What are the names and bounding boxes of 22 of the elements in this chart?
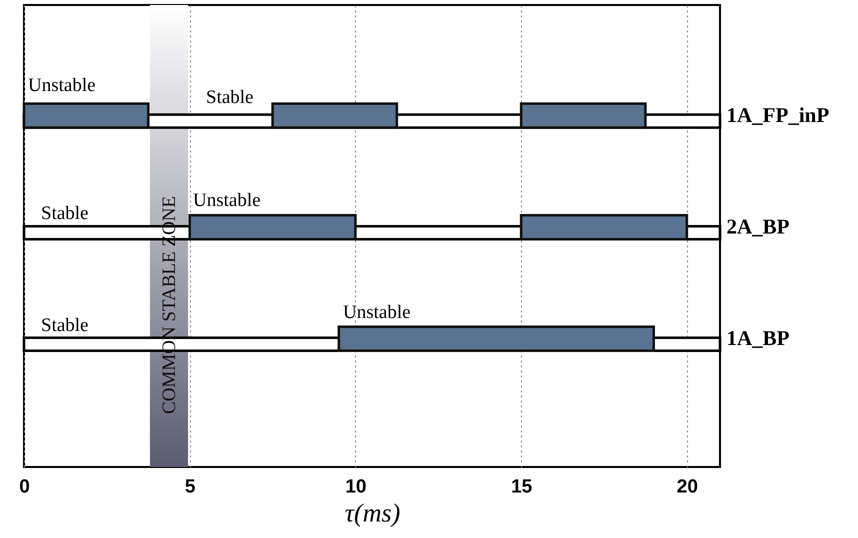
band-label: COMMON STABLE ZONE <box>159 196 180 414</box>
bar <box>520 214 688 240</box>
x-tick-label: 10 <box>345 476 366 498</box>
x-tick-label: 0 <box>19 476 30 498</box>
annotation: Stable <box>206 87 254 108</box>
annotation: Unstable <box>193 190 261 211</box>
annotation: Unstable <box>343 302 411 323</box>
x-tick-label: 5 <box>184 476 196 498</box>
bar <box>22 102 150 129</box>
annotation: Stable <box>41 315 88 336</box>
annotation: Unstable <box>28 75 96 96</box>
bar <box>188 214 357 240</box>
x-axis-title: τ(ms) <box>344 498 400 528</box>
bar <box>520 102 647 129</box>
x-tick-label: 15 <box>511 476 533 498</box>
y-tick-label: 1A_BP <box>726 326 790 350</box>
bar <box>271 102 398 129</box>
x-tick-label: 20 <box>676 476 698 498</box>
y-tick-label: 2A_BP <box>726 214 790 239</box>
bar <box>338 325 655 352</box>
y-tick-label: 1A_FP_inP <box>726 103 830 128</box>
annotation: Stable <box>41 203 88 224</box>
